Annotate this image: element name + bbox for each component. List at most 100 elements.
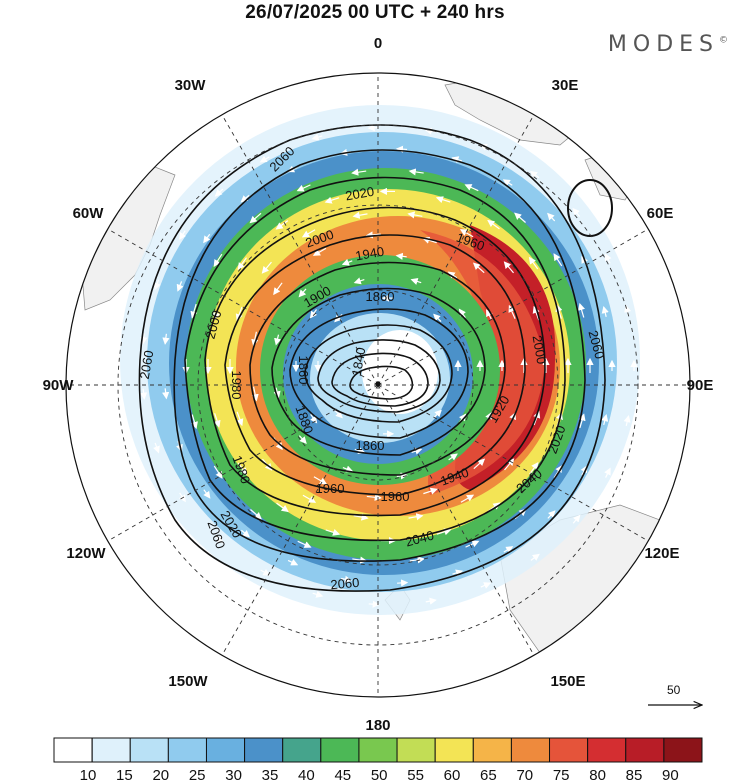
contour-2040 — [173, 149, 586, 562]
map-border — [65, 72, 691, 698]
wind-vector — [176, 281, 184, 292]
wind-vector — [410, 278, 422, 285]
contour-label: 1960 — [316, 481, 345, 496]
wind-vector — [260, 569, 271, 576]
wind-vector — [458, 308, 466, 318]
wind-vector — [309, 309, 318, 319]
wind-vector — [334, 410, 343, 419]
contour-1840 — [349, 365, 414, 400]
contour-1860 — [331, 352, 429, 407]
contour-label: 1960 — [381, 489, 410, 504]
wind-vector — [190, 303, 198, 319]
wind-vector — [407, 211, 423, 219]
wind-vector — [528, 256, 539, 270]
svg-text:2060: 2060 — [330, 575, 360, 592]
wind-speed-shading — [120, 105, 640, 615]
wind-vector — [433, 409, 442, 418]
wind-vector — [215, 535, 224, 544]
wind-vector — [273, 282, 283, 296]
longitude-label: 60E — [647, 205, 674, 222]
wind-vector — [259, 155, 270, 163]
contour-label: 2040 — [404, 528, 436, 550]
contour-label: 2060 — [137, 349, 157, 380]
wind-vector — [447, 271, 458, 279]
wind-vector — [503, 546, 514, 554]
longitude-label: 150E — [550, 673, 585, 690]
wind-vector — [236, 411, 244, 427]
wind-vector — [436, 528, 452, 536]
colorbar-swatch — [434, 737, 474, 763]
svg-text:2020: 2020 — [344, 184, 375, 204]
colorbar-swatch — [549, 737, 589, 763]
svg-text:2000: 2000 — [530, 334, 550, 365]
colorbar-swatch — [472, 737, 512, 763]
wind-vector — [578, 413, 586, 429]
colorbar-tick-label: 40 — [298, 767, 315, 782]
meridian-line — [377, 384, 535, 656]
wind-vector — [296, 184, 311, 192]
contour-label: 1860 — [356, 438, 385, 453]
colorbar-tick-label: 80 — [589, 767, 606, 782]
wind-vector — [397, 579, 409, 587]
meridian-line — [377, 228, 649, 386]
wind-vector — [178, 492, 186, 503]
wind-vector — [601, 414, 609, 426]
wind-vector — [153, 279, 161, 291]
wind-vector — [395, 252, 407, 260]
meridian-line — [107, 384, 379, 542]
wind-vector — [409, 556, 425, 564]
meridian-line — [377, 384, 649, 542]
meridian-line — [221, 114, 379, 386]
longitude-label: 120W — [66, 545, 106, 562]
contour-1880 — [317, 339, 441, 413]
wind-vector — [312, 247, 327, 256]
longitude-label: 60W — [73, 205, 105, 222]
wind-vector — [451, 156, 463, 164]
longitude-label: 30W — [175, 77, 207, 94]
colorbar-tick-label: 45 — [334, 767, 351, 782]
colorbar-tick-label: 30 — [225, 767, 242, 782]
reference-vector: 50 — [648, 683, 702, 705]
colorbar-tick-label: 35 — [262, 767, 279, 782]
wind-vector — [341, 575, 353, 583]
colorbar-tick-label: 10 — [80, 767, 97, 782]
contour-closed-small — [567, 179, 613, 237]
meridian-line — [221, 384, 379, 656]
longitude-label: 90E — [687, 377, 714, 394]
wind-vector — [367, 124, 379, 132]
wind-vector — [302, 494, 317, 503]
height-contours — [138, 124, 613, 592]
wind-vector — [464, 184, 479, 192]
graticule — [66, 73, 690, 697]
colorbar-tick-label: 25 — [189, 767, 206, 782]
wind-vector — [352, 211, 368, 219]
brand-text: MODES — [607, 32, 719, 57]
wind-vector — [353, 513, 369, 521]
colorbar-swatch — [663, 737, 703, 763]
colorbar-tick-label: 60 — [444, 767, 461, 782]
wind-vector — [325, 528, 341, 536]
wind-vector — [529, 461, 539, 475]
contour-label: 2020 — [344, 184, 375, 204]
pole-dot — [375, 381, 381, 387]
wind-vector — [274, 334, 282, 346]
colorbar-tick-label: 90 — [662, 767, 679, 782]
contour-1940 — [271, 287, 486, 456]
wind-vector — [313, 476, 328, 485]
wind-vector — [203, 233, 211, 244]
wind-vector — [395, 145, 408, 153]
wind-vector — [425, 597, 437, 605]
colorbar-tick-label: 15 — [116, 767, 133, 782]
wind-vector — [503, 261, 514, 274]
svg-text:1960: 1960 — [381, 489, 410, 504]
wind-vector — [298, 435, 307, 444]
wind-vector — [435, 196, 451, 204]
longitude-label: 0 — [374, 35, 382, 52]
wind-vector — [472, 262, 485, 274]
wind-vector — [354, 447, 366, 454]
wind-vector — [578, 302, 585, 318]
wind-vector — [342, 465, 354, 473]
wind-vector — [433, 313, 442, 322]
wind-vector — [237, 462, 248, 476]
wind-vector — [276, 502, 289, 513]
